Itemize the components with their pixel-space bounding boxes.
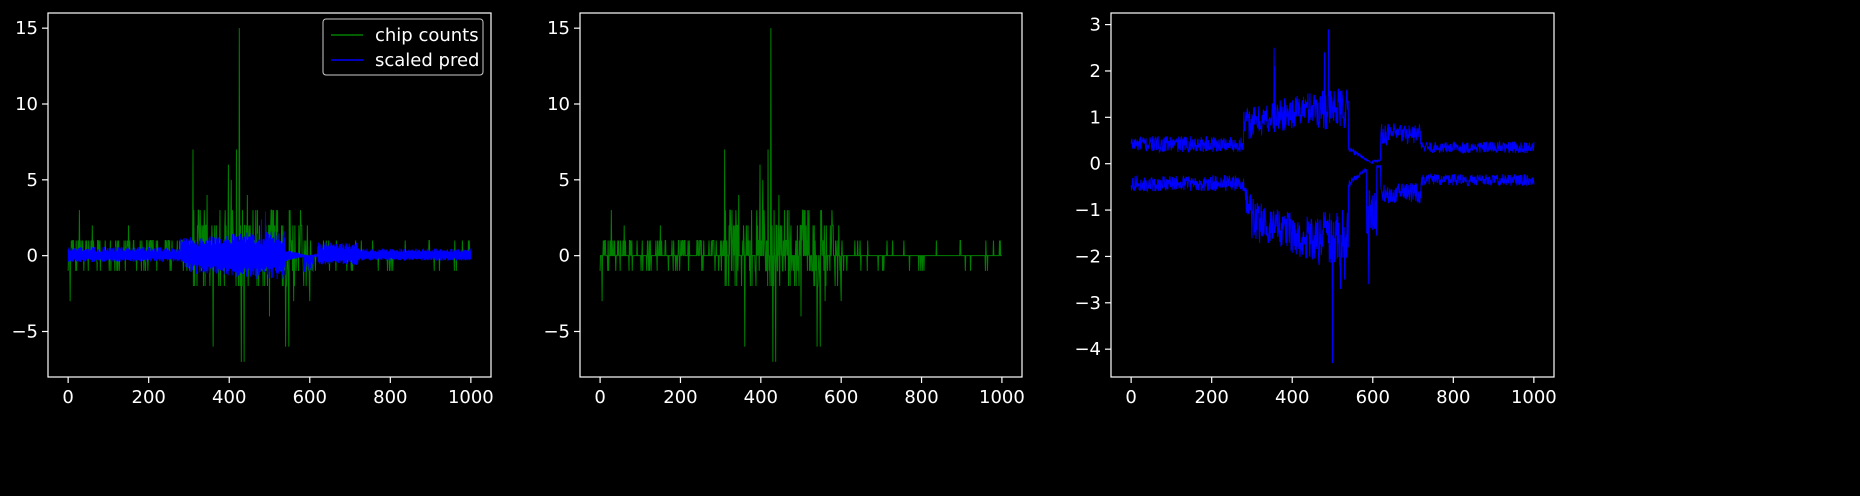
y-tick-label: −5	[11, 322, 38, 343]
x-tick-label: 200	[132, 387, 166, 408]
x-tick-label: 200	[663, 387, 697, 408]
legend-label: scaled pred	[375, 50, 479, 71]
y-tick-label: 0	[559, 246, 570, 267]
series-line-pred_upper	[1130, 29, 1535, 165]
legend: chip counts scaled pred	[322, 18, 484, 76]
y-tick-label: 5	[559, 170, 570, 191]
plot-area	[1130, 29, 1535, 364]
plot-area	[67, 28, 472, 362]
plot-area	[599, 28, 1002, 362]
series-line-scaled-pred	[67, 211, 472, 279]
x-tick-label: 0	[62, 387, 73, 408]
series-line-counts	[599, 28, 1002, 362]
x-tick-label: 600	[824, 387, 858, 408]
chart-panel-left: 0 200 400 600 800 1000 −5 0 5 10 15 chip counts scal…	[11, 12, 494, 408]
y-tick-label: −3	[1074, 293, 1101, 314]
y-tick-label: 15	[547, 18, 570, 39]
x-tick-label: 800	[373, 387, 407, 408]
y-tick-label: 3	[1090, 15, 1101, 36]
chart-panel-middle: 0 200 400 600 800 1000 −5 0 5 10 15	[543, 12, 1025, 408]
x-tick-label: 400	[744, 387, 778, 408]
x-tick-label: 400	[212, 387, 246, 408]
legend-box	[322, 18, 484, 76]
y-tick-label: 0	[27, 246, 38, 267]
y-tick-label: −4	[1074, 339, 1101, 360]
y-tick-label: 0	[1090, 154, 1101, 175]
x-tick-label: 1000	[979, 387, 1025, 408]
legend-label: chip counts	[375, 25, 479, 46]
x-tick-label: 200	[1195, 387, 1229, 408]
axes-frame	[47, 12, 492, 378]
x-tick-label: 600	[293, 387, 327, 408]
y-tick-label: 5	[27, 170, 38, 191]
y-tick-label: 2	[1090, 61, 1101, 82]
x-tick-label: 0	[594, 387, 605, 408]
axes-frame	[579, 12, 1023, 378]
y-tick-label: 10	[547, 94, 570, 115]
y-tick-label: 1	[1090, 107, 1101, 128]
y-tick-label: −2	[1074, 246, 1101, 267]
x-tick-label: 400	[1275, 387, 1309, 408]
x-tick-label: 1000	[448, 387, 494, 408]
x-tick-label: 0	[1125, 387, 1136, 408]
axes-frame	[1110, 12, 1555, 378]
y-tick-label: −5	[543, 322, 570, 343]
series-line-pred_lower	[1130, 164, 1535, 364]
chart-panel-right: 0 200 400 600 800 1000 −4 −3 −2 −1 0 1 2 3	[1074, 12, 1557, 408]
x-tick-label: 1000	[1511, 387, 1557, 408]
y-tick-label: 15	[15, 18, 38, 39]
y-tick-label: −1	[1074, 200, 1101, 221]
x-tick-label: 600	[1356, 387, 1390, 408]
x-tick-label: 800	[1436, 387, 1470, 408]
x-tick-label: 800	[904, 387, 938, 408]
y-tick-label: 10	[15, 94, 38, 115]
